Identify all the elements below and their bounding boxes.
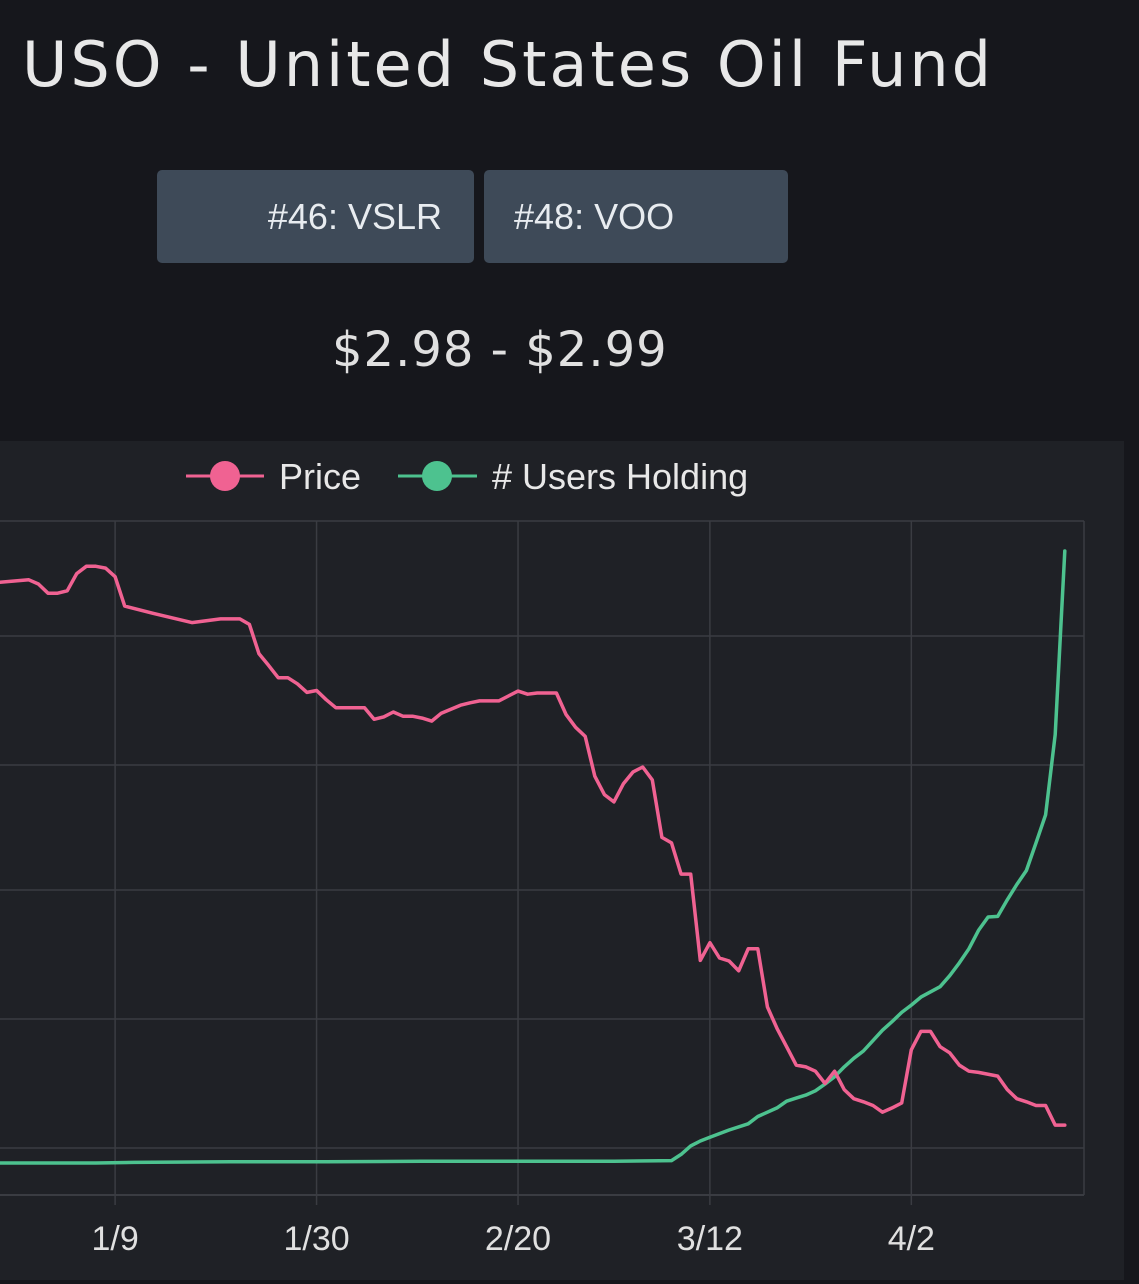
legend-users-label: # Users Holding	[492, 456, 748, 497]
stock-navigation: #46: VSLR #48: VOO	[157, 170, 788, 263]
chart-panel: Price # Users Holding 1/9 1/30 2/20 3/12 4/2	[0, 441, 1124, 1280]
next-stock-button[interactable]: #48: VOO	[484, 170, 788, 263]
chart-legend: Price # Users Holding	[186, 456, 748, 497]
legend-price-label: Price	[279, 456, 361, 497]
legend-item-users[interactable]: # Users Holding	[398, 456, 748, 497]
x-tick-label: 4/2	[888, 1220, 935, 1258]
price-series-line[interactable]	[0, 564, 1067, 1127]
x-tick-label: 2/20	[485, 1220, 551, 1258]
x-tick-label: 1/30	[283, 1220, 349, 1258]
chart-series	[0, 549, 1067, 1165]
x-axis-ticks: 1/9 1/30 2/20 3/12 4/2	[91, 1220, 934, 1258]
users-holding-series-line[interactable]	[0, 549, 1067, 1165]
legend-users-marker	[422, 461, 452, 491]
x-tick-label: 3/12	[677, 1220, 743, 1258]
x-tick-label: 1/9	[91, 1220, 138, 1258]
legend-item-price[interactable]: Price	[186, 456, 361, 497]
price-users-chart: Price # Users Holding 1/9 1/30 2/20 3/12 4/2	[0, 456, 1085, 1258]
page-title: USO - United States Oil Fund	[22, 28, 995, 101]
price-range: $2.98 - $2.99	[332, 322, 668, 378]
chart-grid	[0, 520, 1085, 1205]
previous-stock-button[interactable]: #46: VSLR	[157, 170, 474, 263]
legend-price-marker	[210, 461, 240, 491]
